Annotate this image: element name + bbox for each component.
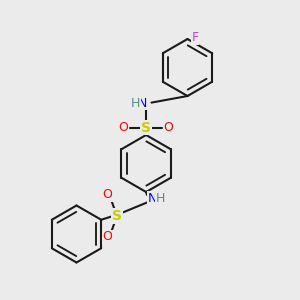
Text: O: O [119, 121, 128, 134]
Text: O: O [102, 230, 112, 244]
Text: H: H [131, 97, 141, 110]
Text: O: O [164, 121, 173, 134]
Text: F: F [191, 31, 199, 44]
Text: N: N [138, 97, 147, 110]
Text: S: S [141, 121, 151, 134]
Text: S: S [112, 209, 122, 223]
Text: N: N [148, 192, 158, 205]
Text: O: O [102, 188, 112, 202]
Text: H: H [156, 192, 165, 205]
